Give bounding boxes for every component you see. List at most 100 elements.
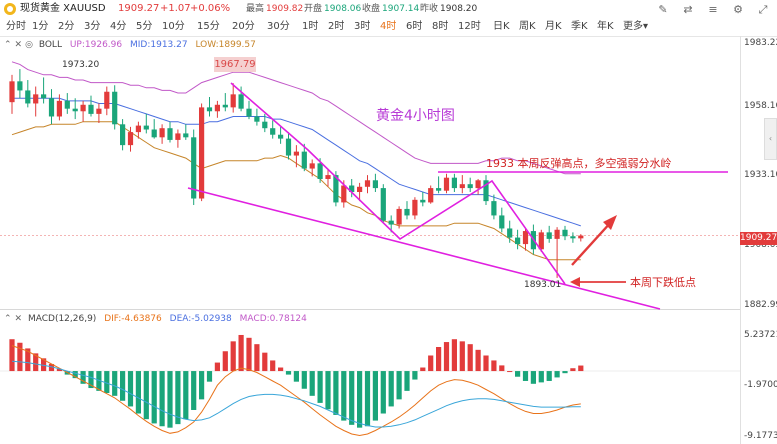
period-tab[interactable]: 6时: [406, 21, 423, 32]
macd-bar: [167, 371, 173, 428]
boll-label[interactable]: BOLL: [38, 40, 62, 50]
fullscreen-icon[interactable]: ⤢: [758, 3, 768, 16]
macd-bar: [380, 371, 386, 414]
macd-bar: [41, 358, 47, 372]
indicator-icon[interactable]: ≡: [708, 3, 718, 16]
macd-label[interactable]: MACD(12,26,9): [27, 314, 97, 324]
period-tab[interactable]: 12时: [458, 21, 481, 32]
macd-bar: [388, 371, 394, 407]
price-change-pct: +0.06%: [190, 3, 231, 14]
side-panel-toggle-icon[interactable]: ‹: [764, 118, 777, 160]
wave-trendline: [230, 82, 566, 285]
candle-body: [64, 100, 70, 109]
candle-body: [459, 184, 465, 189]
macd-bar: [159, 371, 165, 427]
macd-bar: [459, 341, 465, 372]
draw-tool-icon[interactable]: ✎: [658, 3, 668, 16]
candle-body: [96, 108, 102, 114]
period-tab[interactable]: 季K: [571, 21, 588, 32]
up-arrow-head: [603, 215, 617, 230]
candle-body: [522, 231, 529, 245]
stat-prev-close: 昨收 1908.20: [420, 4, 478, 14]
period-tab[interactable]: 周K: [519, 21, 536, 32]
period-tab[interactable]: 20分: [232, 21, 255, 32]
price-tick: 1958.16: [744, 101, 777, 111]
candle-body: [104, 91, 110, 109]
candle-body: [9, 81, 15, 103]
period-tab[interactable]: 3时: [354, 21, 371, 32]
candle-body: [317, 163, 323, 179]
macd-bar: [325, 371, 331, 410]
candle-body: [88, 104, 94, 114]
macd-bar: [333, 371, 339, 415]
candle-body: [499, 215, 505, 229]
period-tab[interactable]: 4分: [110, 21, 127, 32]
toolbar: ✎ ⇄ ≡ ⚙ ⤢: [644, 2, 769, 20]
candle-body: [151, 129, 157, 138]
macd-bar: [578, 365, 584, 372]
period-tab[interactable]: 1分: [32, 21, 49, 32]
collapse-icon[interactable]: ⌃: [4, 314, 12, 324]
close-icon[interactable]: ✕: [14, 314, 23, 324]
macd-bar: [570, 368, 576, 372]
candle-body: [380, 188, 386, 221]
macd-bar: [25, 348, 31, 372]
up-arrow: [571, 220, 613, 266]
period-tab[interactable]: 10分: [162, 21, 185, 32]
period-tab[interactable]: 3分: [84, 21, 101, 32]
period-tab[interactable]: 15分: [197, 21, 220, 32]
period-tab[interactable]: 日K: [493, 21, 510, 32]
candle-body: [507, 228, 513, 238]
last-price: 1909.27: [118, 3, 160, 14]
symbol-name[interactable]: 现货黄金 XAUUSD: [20, 3, 106, 14]
candle-body: [364, 180, 371, 187]
candle-body: [388, 220, 394, 225]
macd-bar: [262, 352, 268, 372]
period-tab[interactable]: 更多▾: [623, 21, 649, 32]
period-tab[interactable]: 1时: [302, 21, 319, 32]
macd-bar: [530, 371, 536, 384]
settings-icon[interactable]: ⚙: [733, 3, 743, 16]
candle-body: [254, 116, 260, 122]
period-tab[interactable]: 4时: [380, 21, 397, 32]
gold-logo-icon: [4, 3, 16, 15]
macd-bar: [48, 363, 55, 372]
candle-body: [562, 229, 568, 237]
compare-icon[interactable]: ⇄: [683, 3, 693, 16]
macd-dea-line: [11, 360, 581, 428]
macd-bar: [396, 371, 402, 400]
macd-bar: [112, 371, 118, 396]
macd-dea-value: DEA:-5.02938: [169, 314, 232, 324]
candle-body: [143, 125, 149, 130]
macd-bar: [420, 367, 426, 372]
left-arrow-head: [570, 277, 580, 287]
candle-body: [443, 177, 450, 191]
period-tab[interactable]: 8时: [432, 21, 449, 32]
low-price-marker: 1893.01: [524, 280, 562, 290]
macd-bar: [499, 365, 505, 372]
macd-tick: -1.97008: [744, 380, 777, 390]
period-tab[interactable]: 2时: [328, 21, 345, 32]
close-icon[interactable]: ✕: [14, 40, 23, 50]
macd-bar: [507, 371, 513, 373]
collapse-icon[interactable]: ⌃: [4, 40, 12, 50]
visibility-icon[interactable]: ◎: [25, 40, 33, 50]
candle-body: [301, 151, 307, 169]
candle-body: [491, 201, 497, 216]
macd-bar: [214, 362, 220, 372]
boll-upper-line: [11, 61, 581, 175]
candle-body: [48, 98, 55, 117]
macd-bar: [72, 371, 78, 379]
period-tab[interactable]: 2分: [58, 21, 75, 32]
candle-body: [420, 199, 426, 203]
period-tab[interactable]: 月K: [545, 21, 562, 32]
period-tab[interactable]: 年K: [597, 21, 614, 32]
period-tab[interactable]: 5分: [136, 21, 153, 32]
macd-bar: [467, 344, 473, 372]
period-tab[interactable]: 30分: [267, 21, 290, 32]
candle-body: [372, 180, 378, 189]
macd-bar: [428, 355, 434, 372]
period-tab[interactable]: 分时: [6, 21, 26, 32]
macd-bar: [522, 371, 529, 381]
